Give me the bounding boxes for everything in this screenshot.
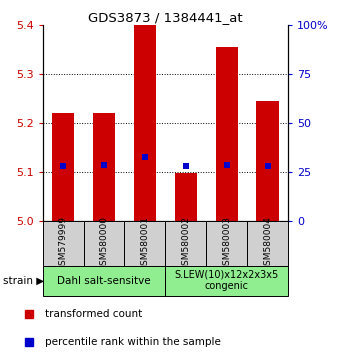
- Text: S.LEW(10)x12x2x3x5
congenic: S.LEW(10)x12x2x3x5 congenic: [175, 270, 279, 291]
- Text: GSM580001: GSM580001: [140, 216, 149, 271]
- Bar: [165, 221, 206, 266]
- Bar: [256, 101, 279, 221]
- Text: strain ▶: strain ▶: [3, 275, 45, 286]
- Bar: [216, 47, 238, 221]
- Text: GSM580002: GSM580002: [181, 216, 190, 271]
- Bar: [206, 221, 247, 266]
- Text: GSM580004: GSM580004: [263, 216, 272, 271]
- Text: Dahl salt-sensitve: Dahl salt-sensitve: [57, 275, 151, 286]
- Bar: [134, 25, 156, 221]
- Bar: [84, 221, 124, 266]
- Bar: [52, 113, 74, 221]
- Text: GSM580000: GSM580000: [100, 216, 108, 271]
- Bar: [93, 113, 115, 221]
- Text: GSM580003: GSM580003: [222, 216, 231, 271]
- Bar: [43, 221, 84, 266]
- Text: percentile rank within the sample: percentile rank within the sample: [45, 337, 221, 347]
- Bar: [247, 221, 288, 266]
- Title: GDS3873 / 1384441_at: GDS3873 / 1384441_at: [88, 11, 243, 24]
- Bar: [43, 266, 165, 296]
- Text: GSM579999: GSM579999: [59, 216, 68, 271]
- Bar: [165, 266, 288, 296]
- Bar: [124, 221, 165, 266]
- Text: transformed count: transformed count: [45, 309, 142, 320]
- Bar: [175, 173, 197, 221]
